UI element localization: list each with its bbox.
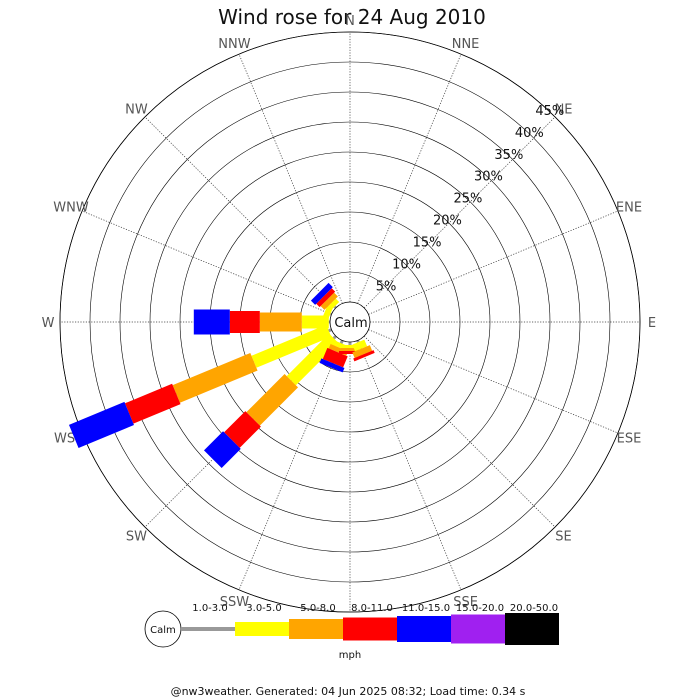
petal-sse-bin-2 — [352, 345, 373, 358]
petal-nw-bin-0 — [333, 305, 337, 309]
petal-sw-bin-3 — [224, 411, 261, 448]
calm-circle — [329, 301, 371, 343]
petal-nw-bin-3 — [316, 288, 336, 308]
radial-tick-label: 10% — [392, 257, 421, 272]
spoke-nne — [357, 53, 462, 304]
radial-tick-label: 25% — [453, 192, 482, 207]
wind-petals — [68, 282, 375, 469]
legend-bin-label-5: 15.0-20.0 — [456, 603, 504, 614]
legend-swatch-5 — [451, 614, 505, 644]
petal-s-bin-0 — [348, 342, 352, 345]
legend-swatch-0 — [181, 627, 235, 631]
legend-swatch-6 — [505, 613, 559, 645]
direction-label-sw: SW — [126, 530, 147, 545]
direction-label-nnw: NNW — [218, 37, 250, 52]
petal-ssw-bin-3 — [322, 347, 348, 368]
legend-bin-label-0: 1.0-3.0 — [192, 603, 227, 614]
polar-grid: NNNENEENEEESESESSESSSWSWWSWWWNWNWNNW5%10… — [42, 14, 657, 633]
direction-label-w: W — [42, 316, 55, 331]
grid-ring — [149, 121, 551, 523]
petal-sw-bin-1 — [286, 333, 339, 386]
legend-swatch-1 — [235, 622, 289, 636]
legend-bin-label-6: 20.0-50.0 — [510, 603, 558, 614]
petal-w-bin-3 — [229, 311, 260, 333]
petal-sse-bin-1 — [352, 339, 368, 352]
outer-ring — [59, 31, 641, 613]
spoke-ne — [363, 116, 556, 309]
radial-tick-label: 20% — [433, 214, 462, 229]
spoke-ene — [368, 210, 619, 315]
radial-tick-label: 35% — [494, 148, 523, 163]
legend-swatch-3 — [343, 617, 397, 641]
spoke-sse — [357, 340, 462, 591]
spoke-wnw — [81, 210, 332, 315]
spoke-nnw — [238, 53, 343, 304]
legend-bin-label-4: 11.0-15.0 — [402, 603, 450, 614]
radial-tick-label: 40% — [515, 126, 544, 141]
spoke-ssw — [238, 340, 343, 591]
direction-label-ne: NE — [555, 102, 573, 117]
legend-swatch-4 — [397, 616, 451, 642]
calm-label: Calm — [334, 316, 367, 331]
petal-sse-bin-0 — [356, 339, 360, 343]
petal-wnw-bin-0 — [329, 312, 333, 316]
petal-wsw-bin-1 — [251, 324, 332, 368]
radial-tick-label: 5% — [376, 279, 397, 294]
legend-calm-label: Calm — [150, 625, 176, 636]
legend-bin-label-1: 3.0-5.0 — [246, 603, 281, 614]
petal-w-bin-4 — [193, 309, 230, 335]
legend-swatch-2 — [289, 619, 343, 639]
grid-ring — [179, 151, 521, 493]
direction-label-ene: ENE — [616, 200, 642, 215]
grid-ring — [119, 91, 581, 553]
petal-wsw-bin-2 — [172, 353, 258, 403]
grid-ring — [89, 61, 611, 583]
radial-tick-label: 15% — [413, 236, 442, 251]
petal-wsw-bin-3 — [124, 383, 181, 424]
spoke-se — [363, 335, 556, 528]
radial-tick-label: 45% — [535, 104, 564, 119]
legend-unit-label: mph — [339, 650, 361, 661]
direction-label-n: N — [345, 14, 355, 29]
direction-label-wnw: WNW — [53, 200, 89, 215]
footer-text: @nw3weather. Generated: 04 Jun 2025 08:3… — [171, 685, 526, 698]
petal-ssw-bin-4 — [319, 358, 345, 373]
petal-wsw-bin-4 — [68, 401, 134, 448]
spoke-nw — [144, 116, 337, 309]
petal-sse-bin-3 — [353, 350, 375, 362]
direction-label-ese: ESE — [617, 432, 642, 447]
radial-tick-label: 30% — [474, 170, 503, 185]
petal-nw-bin-2 — [320, 292, 338, 310]
petal-sw-bin-4 — [203, 431, 241, 469]
direction-label-ssw: SSW — [220, 595, 250, 610]
direction-label-e: E — [648, 316, 656, 331]
legend-bin-label-3: 8.0-11.0 — [351, 603, 393, 614]
spoke-ese — [368, 329, 619, 434]
direction-label-sse: SSE — [453, 595, 478, 610]
direction-label-nne: NNE — [452, 37, 480, 52]
petal-nw-bin-4 — [310, 282, 333, 305]
petal-w-bin-1 — [301, 315, 329, 329]
petal-sw-bin-2 — [246, 373, 299, 426]
petal-w-bin-2 — [259, 312, 302, 332]
direction-label-se: SE — [555, 530, 571, 545]
petal-nw-bin-1 — [326, 298, 340, 312]
legend-bin-label-2: 5.0-8.0 — [300, 603, 335, 614]
chart-title: Wind rose for 24 Aug 2010 — [218, 5, 486, 29]
legend: Calm 1.0-3.0 3.0-5.0 5.0-8.0 8.0-11.0 11.0-15… — [144, 603, 559, 661]
calm-center: Calm — [329, 301, 371, 343]
direction-label-nw: NW — [125, 102, 148, 117]
